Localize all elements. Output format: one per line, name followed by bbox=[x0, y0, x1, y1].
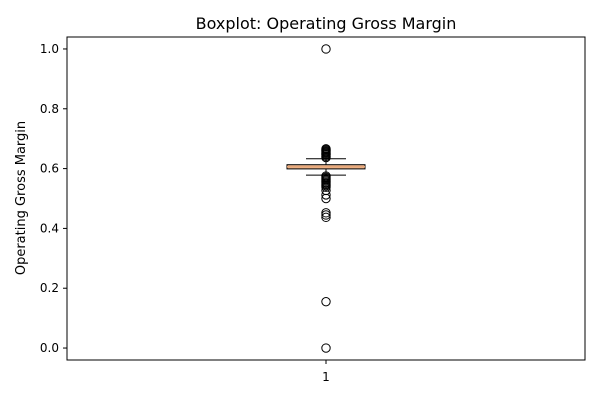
y-tick-label: 1.0 bbox=[40, 42, 59, 56]
outlier-point bbox=[321, 44, 331, 54]
x-tick-label: 1 bbox=[322, 370, 330, 384]
y-tick-label: 0.8 bbox=[40, 102, 59, 116]
axes: 0.0 0.2 0.4 0.6 0.8 1.0 1 bbox=[40, 42, 330, 384]
outlier-point bbox=[321, 182, 331, 192]
plot-frame bbox=[66, 36, 586, 361]
y-tick-label: 0.6 bbox=[40, 162, 59, 176]
y-tick-label: 0.4 bbox=[40, 221, 59, 235]
outlier-point bbox=[321, 190, 331, 200]
outlier-point bbox=[321, 152, 331, 163]
outlier-point bbox=[321, 212, 331, 223]
outlier-point bbox=[321, 343, 331, 353]
outlier-point bbox=[321, 296, 331, 307]
y-axis-label: Operating Gross Margin bbox=[14, 121, 29, 275]
outlier-point bbox=[321, 210, 331, 220]
y-tick-label: 0.2 bbox=[40, 281, 59, 295]
plot-area bbox=[286, 44, 366, 353]
outlier-point bbox=[321, 193, 331, 204]
y-tick-label: 0.0 bbox=[40, 341, 59, 355]
chart-title: Boxplot: Operating Gross Margin bbox=[196, 14, 457, 33]
